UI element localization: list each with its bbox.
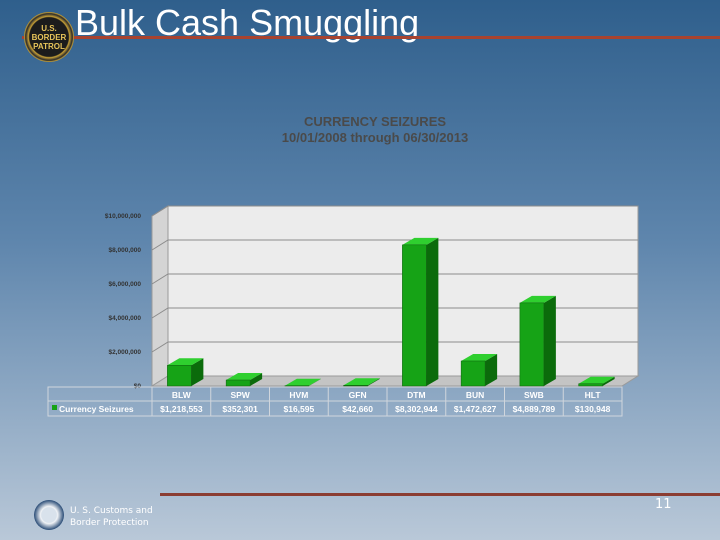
border-patrol-badge-icon: U.S. BORDER PATROL <box>24 12 74 62</box>
bar-top <box>343 378 380 386</box>
legend-label: Currency Seizures <box>59 404 134 414</box>
badge-line-2: BORDER <box>31 32 67 42</box>
category-label: HLT <box>585 390 602 400</box>
category-label: DTM <box>407 390 425 400</box>
bar <box>402 244 427 387</box>
category-label: SWB <box>524 390 544 400</box>
bar-side <box>250 373 263 386</box>
bar-top <box>226 373 263 381</box>
category-label: HVM <box>289 390 308 400</box>
bar <box>167 365 192 387</box>
chart-subtitle: 10/01/2008 through 06/30/2013 <box>282 130 468 145</box>
bar <box>578 383 603 387</box>
gridline <box>151 205 638 217</box>
y-tick-label: $10,000,000 <box>105 213 142 220</box>
data-label: $1,218,553 <box>160 404 203 414</box>
bar-top <box>519 295 556 303</box>
bar-side <box>308 378 321 386</box>
gridline <box>151 273 638 285</box>
footer-org-name: U. S. Customs and Border Protection <box>70 506 153 528</box>
dhs-seal-icon <box>34 500 64 530</box>
gridline <box>151 239 638 251</box>
badge-line-3: PATROL <box>33 41 65 51</box>
bar <box>225 379 251 387</box>
category-label: BUN <box>466 390 484 400</box>
data-label: $8,302,944 <box>395 404 438 414</box>
bar-side <box>602 376 615 386</box>
data-label: $16,595 <box>284 404 315 414</box>
data-label: $4,889,789 <box>513 404 556 414</box>
data-label: $352,301 <box>222 404 258 414</box>
plot-side-wall <box>151 205 169 387</box>
category-label: GFN <box>349 390 367 400</box>
bar-top <box>402 237 439 245</box>
bar <box>460 360 486 387</box>
y-tick-label: $8,000,000 <box>108 247 141 254</box>
bar <box>519 302 545 387</box>
title-divider <box>22 36 720 39</box>
legend-swatch <box>52 405 57 410</box>
chart-title: CURRENCY SEIZURES <box>304 114 446 129</box>
bar-side <box>426 237 439 386</box>
y-tick-label: $4,000,000 <box>108 315 141 322</box>
bar-top <box>167 358 204 366</box>
plot-floor <box>150 375 640 387</box>
data-label: $130,948 <box>575 404 611 414</box>
footer-divider <box>160 493 720 496</box>
gridline <box>151 341 638 353</box>
bar <box>343 385 368 387</box>
bar-top <box>578 376 615 384</box>
data-label: $42,660 <box>342 404 373 414</box>
gridline <box>151 307 638 319</box>
bar-top <box>461 353 498 361</box>
bar-side <box>543 295 556 386</box>
bar-side <box>367 378 380 386</box>
y-tick-label: $6,000,000 <box>108 281 141 288</box>
page-number: 11 <box>655 497 672 512</box>
y-tick-label: $2,000,000 <box>108 349 141 356</box>
category-label: SPW <box>230 390 250 400</box>
badge-line-1: U.S. <box>41 23 57 33</box>
data-label: $1,472,627 <box>454 404 497 414</box>
bar-side <box>191 358 204 386</box>
bar-top <box>284 378 321 386</box>
category-label: BLW <box>172 390 192 400</box>
bar-side <box>485 353 498 386</box>
